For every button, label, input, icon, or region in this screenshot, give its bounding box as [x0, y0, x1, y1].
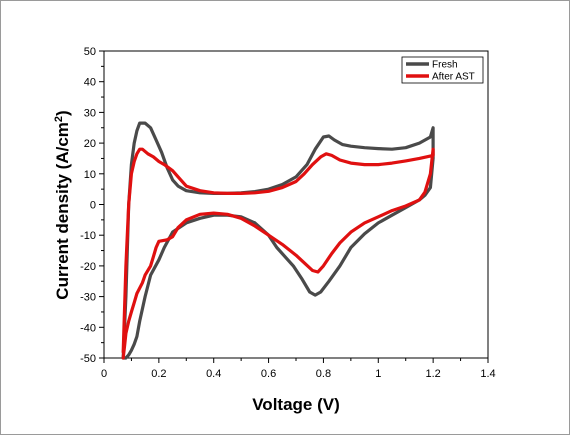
x-tick-label: 0.8 [316, 368, 331, 380]
y-tick-label: 10 [84, 169, 96, 181]
y-tick-label: 40 [84, 77, 96, 89]
x-tick-label: 1.2 [425, 368, 440, 380]
axis-ticks: 0 0.2 0.4 0.6 0.8 1 1.2 1.4 50 40 30 20 10 0 -10 -20 -30… [80, 46, 496, 380]
y-tick-label: 0 [90, 200, 96, 212]
y-tick-label: -40 [80, 322, 96, 334]
legend: Fresh After AST [401, 56, 484, 84]
x-tick-label: 0.4 [206, 368, 221, 380]
y-axis-title: Current density (A/cm2) [53, 110, 72, 299]
y-tick-label: -20 [80, 261, 96, 273]
x-tick-label: 0.2 [151, 368, 166, 380]
y-tick-label: 20 [84, 138, 96, 150]
y-tick-label: 30 [84, 107, 96, 119]
series-after-ast-line [121, 147, 435, 360]
x-tick-label: 0.6 [261, 368, 276, 380]
legend-label-after-ast: After AST [432, 72, 475, 83]
x-tick-label: 1 [375, 368, 381, 380]
plot-area [103, 50, 489, 359]
y-tick-label: 50 [84, 46, 96, 58]
y-axis-title-superscript: 2 [53, 116, 65, 122]
legend-label-fresh: Fresh [432, 60, 458, 71]
y-tick-label: -30 [80, 292, 96, 304]
x-tick-label: 0 [101, 368, 107, 380]
legend-box [401, 56, 484, 84]
y-tick-label: -10 [80, 230, 96, 242]
y-tick-label: -50 [80, 353, 96, 365]
x-tick-label: 1.4 [480, 368, 495, 380]
y-axis-title-close: ) [53, 110, 72, 116]
x-axis-title: Voltage (V) [252, 395, 340, 414]
series-layer [121, 121, 435, 360]
y-axis-title-main: Current density (A/cm [53, 122, 72, 300]
